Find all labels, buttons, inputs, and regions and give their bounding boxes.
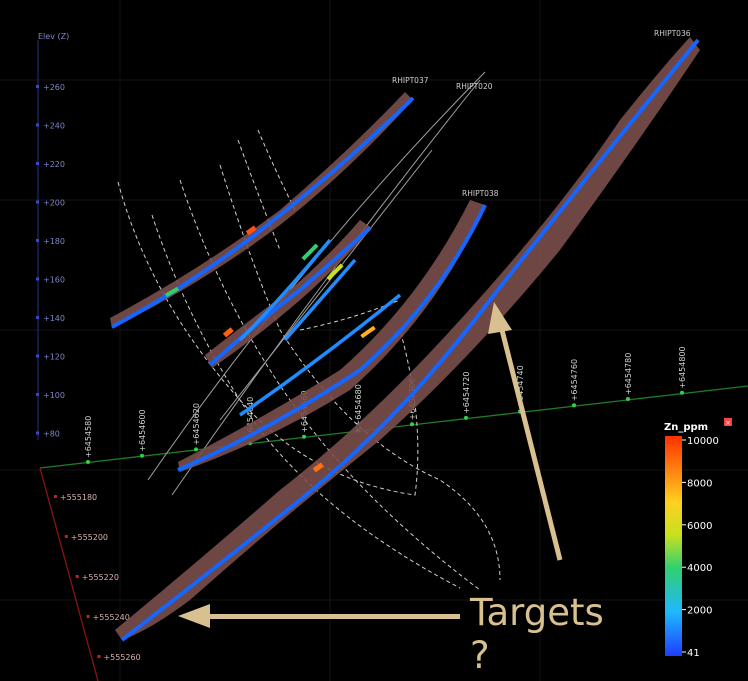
easting-axis: +555180 +555200 +555220 +555240 +555260 xyxy=(39,467,141,681)
elevation-tick-mark xyxy=(36,316,39,319)
easting-ticks: +555180 +555200 +555220 +555240 +555260 xyxy=(53,493,141,662)
elevation-tick-label: +240 xyxy=(43,122,65,131)
legend-colorbar xyxy=(665,436,682,656)
drillhole-traces: RHIPT036 RHIPT037 RHIPT038 RHIPT020 xyxy=(110,29,700,642)
easting-tick-label: +555200 xyxy=(71,533,108,542)
targets-arrows xyxy=(178,302,563,628)
elevation-tick-mark xyxy=(36,239,39,242)
elevation-ticks: +260 +240 +220 +200 +180 +160 +140 +120 +100 +80 xyxy=(36,83,65,439)
northing-tick-mark xyxy=(572,403,576,408)
northing-tick-label: +6454640 xyxy=(246,397,255,439)
legend-tick-label: 4000 xyxy=(687,563,712,574)
elevation-tick-label: +180 xyxy=(43,237,65,246)
elevation-tick-label: +220 xyxy=(43,160,65,169)
northing-tick-mark xyxy=(626,397,630,401)
northing-tick-label: +6454600 xyxy=(138,409,147,451)
legend-tick-label: 2000 xyxy=(687,606,712,617)
elevation-axis-title: Elev (Z) xyxy=(38,32,69,41)
elevation-tick-mark xyxy=(36,85,39,88)
legend-title: Zn_ppm xyxy=(664,422,708,433)
legend-tick-label: 8000 xyxy=(687,478,712,489)
trace-hole-inner-3 xyxy=(239,293,402,417)
targets-label: Targets xyxy=(469,591,604,634)
outline-4 xyxy=(219,164,501,581)
hole-label-rhipt038: RHIPT038 xyxy=(462,189,499,198)
hole-label-rhipt036: RHIPT036 xyxy=(654,29,691,38)
hole-label-rhipt037: RHIPT037 xyxy=(392,76,429,85)
elevation-tick-label: +200 xyxy=(43,199,65,208)
elevation-axis: Elev (Z) +260 +240 +220 +200 +180 +160 +140 +12… xyxy=(36,32,69,440)
elevation-tick-label: +140 xyxy=(43,314,65,323)
northing-tick-mark xyxy=(140,453,144,458)
northing-tick-mark xyxy=(86,460,90,464)
elevation-tick-mark xyxy=(36,277,39,281)
easting-tick-label: +555180 xyxy=(60,493,97,502)
elevation-tick-label: +260 xyxy=(43,83,65,92)
elevation-tick-mark xyxy=(36,200,39,204)
elevation-tick-mark xyxy=(36,123,39,127)
elevation-tick-label: +80 xyxy=(43,430,60,439)
legend-tick-label: 6000 xyxy=(687,521,712,532)
elevation-tick-label: +120 xyxy=(43,353,65,362)
histogram-rhipt037 xyxy=(110,92,413,328)
trace-rhipt038 xyxy=(177,204,487,472)
northing-tick-mark xyxy=(302,434,306,439)
trace-hole-inner-1 xyxy=(238,238,332,342)
legend-tick-label: 10000 xyxy=(687,436,719,447)
outline-5 xyxy=(237,139,281,251)
easting-tick-mark xyxy=(86,615,90,618)
legend-tick-label: 41 xyxy=(687,648,700,659)
northing-tick-label: +6454620 xyxy=(192,403,201,445)
northing-tick-mark xyxy=(410,422,414,427)
targets-question: ? xyxy=(470,634,490,677)
grade-hotspots xyxy=(164,225,376,473)
easting-tick-mark xyxy=(53,495,57,498)
elevation-tick-label: +100 xyxy=(43,391,65,400)
northing-tick-label: +6454740 xyxy=(516,365,525,407)
elevation-tick-mark xyxy=(36,162,39,165)
close-icon: × xyxy=(725,419,731,427)
easting-tick-mark xyxy=(75,575,79,578)
easting-tick-label: +555240 xyxy=(93,613,130,622)
easting-tick-label: +555260 xyxy=(103,653,140,662)
northing-tick-mark xyxy=(680,390,684,395)
trace-rhipt037 xyxy=(111,96,415,329)
trace-rhipt036 xyxy=(120,38,700,642)
elevation-tick-mark xyxy=(36,354,39,358)
northing-tick-mark xyxy=(464,415,468,420)
elevation-tick-mark xyxy=(36,393,39,396)
northing-tick-label: +6454580 xyxy=(84,416,93,458)
easting-tick-label: +555220 xyxy=(82,573,119,582)
histogram-rhipt036 xyxy=(115,37,700,640)
northing-tick-mark xyxy=(194,447,198,452)
outline-6 xyxy=(257,129,296,211)
easting-tick-mark xyxy=(64,535,68,538)
northing-tick-label: +6454680 xyxy=(354,384,363,426)
trace-hole-inner-2 xyxy=(283,258,357,342)
elevation-tick-label: +160 xyxy=(43,276,65,285)
northing-tick-label: +6454800 xyxy=(678,346,687,388)
easting-tick-mark xyxy=(97,655,101,658)
northing-tick-label: +6454780 xyxy=(624,353,633,395)
trace-hole-mid xyxy=(208,226,372,367)
elevation-tick-mark xyxy=(36,431,39,435)
hole-label-rhipt020: RHIPT020 xyxy=(456,82,493,91)
northing-tick-label: +6454760 xyxy=(570,359,579,401)
legend-close-icon[interactable] xyxy=(724,418,732,426)
outline-1 xyxy=(117,181,419,496)
color-legend: Zn_ppm × 10000 8000 6000 4000 2000 41 xyxy=(664,418,732,659)
legend-ticks: 10000 8000 6000 4000 2000 41 xyxy=(682,436,719,659)
outline-3 xyxy=(179,179,481,591)
northing-tick-label: +6454720 xyxy=(462,372,471,414)
